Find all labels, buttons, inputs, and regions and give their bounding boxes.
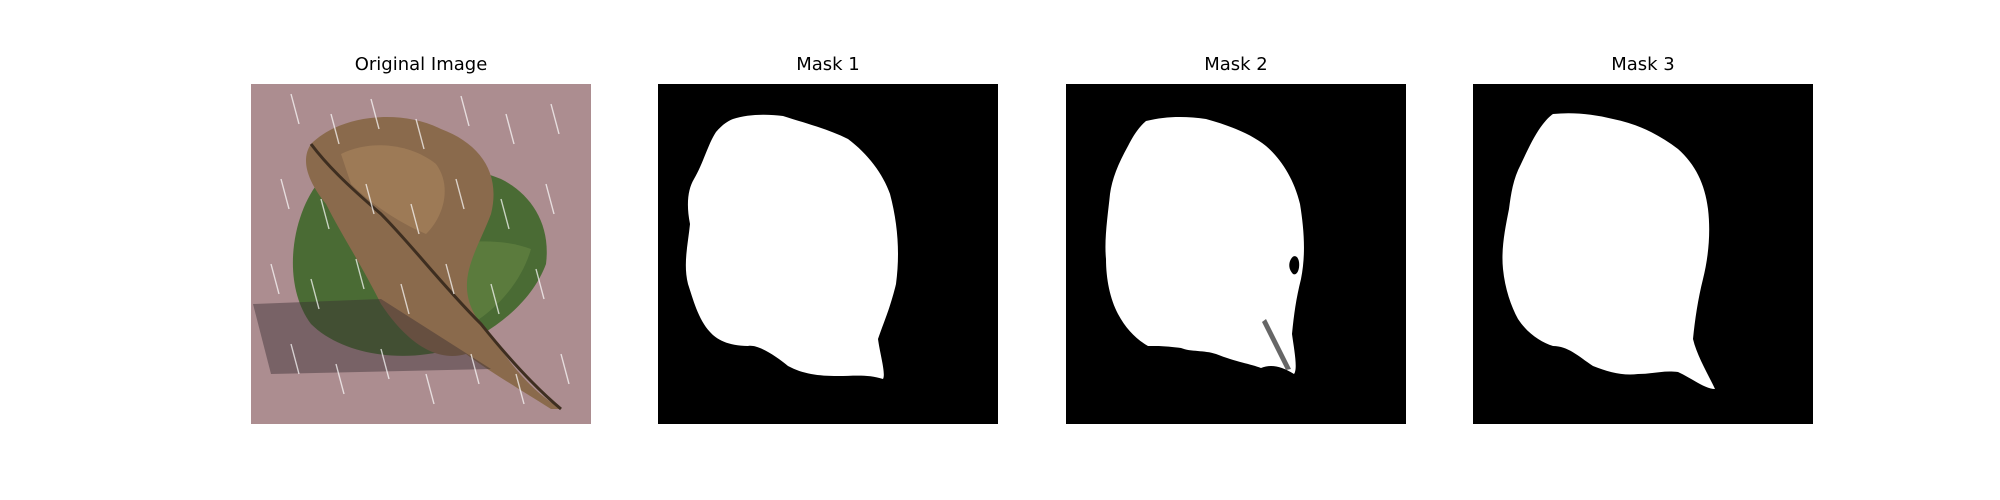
mask-hole	[1289, 256, 1300, 275]
panel-title: Mask 3	[1611, 54, 1675, 75]
mask-stem-streak	[1262, 319, 1291, 370]
mask-leaf-region	[1105, 116, 1304, 374]
panel-title: Original Image	[354, 54, 488, 75]
panel-title: Mask 2	[1204, 54, 1268, 75]
original-leaf-photo	[251, 84, 591, 424]
mask-leaf-region	[1502, 113, 1715, 390]
shadow-patch	[253, 299, 491, 374]
rain-streaks	[270, 93, 570, 405]
mask-2-image	[1066, 84, 1406, 424]
mask-artifact-blob	[816, 363, 831, 371]
mask-leaf-region	[685, 114, 898, 380]
mask-3-image	[1473, 84, 1813, 424]
panel-title: Mask 1	[796, 54, 860, 75]
mask-1-image	[658, 84, 998, 424]
